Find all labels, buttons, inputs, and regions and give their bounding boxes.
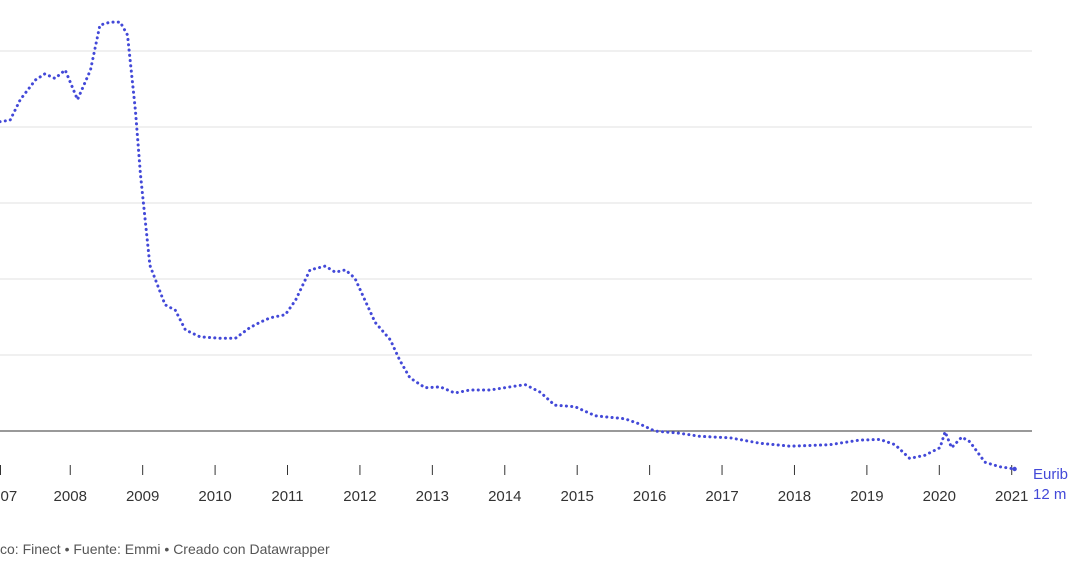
x-tick-label: 07 bbox=[1, 488, 18, 505]
x-tick-label: 2016 bbox=[633, 488, 666, 505]
x-tick-label: 2010 bbox=[198, 488, 231, 505]
x-tick-label: 2019 bbox=[850, 488, 883, 505]
x-tick-label: 2012 bbox=[343, 488, 376, 505]
footer: co: Finect • Fuente: Emmi • Creado con D… bbox=[0, 541, 330, 557]
x-tick-label: 2015 bbox=[561, 488, 594, 505]
x-tick-label: 2021 bbox=[995, 488, 1028, 505]
x-tick-label: 2018 bbox=[778, 488, 811, 505]
end-point bbox=[1012, 466, 1017, 472]
x-tick-label: 2011 bbox=[271, 488, 303, 505]
x-tick-label: 2020 bbox=[923, 488, 956, 505]
series-label: Euribo bbox=[1033, 466, 1068, 483]
series-label: 12 m bbox=[1033, 486, 1066, 503]
x-tick-label: 2017 bbox=[705, 488, 738, 505]
x-tick-label: 2009 bbox=[126, 488, 159, 505]
x-tick-label: 2008 bbox=[54, 488, 87, 505]
x-tick-label: 2014 bbox=[488, 488, 521, 505]
line bbox=[0, 20, 1017, 471]
x-tick-label: 2013 bbox=[416, 488, 449, 505]
